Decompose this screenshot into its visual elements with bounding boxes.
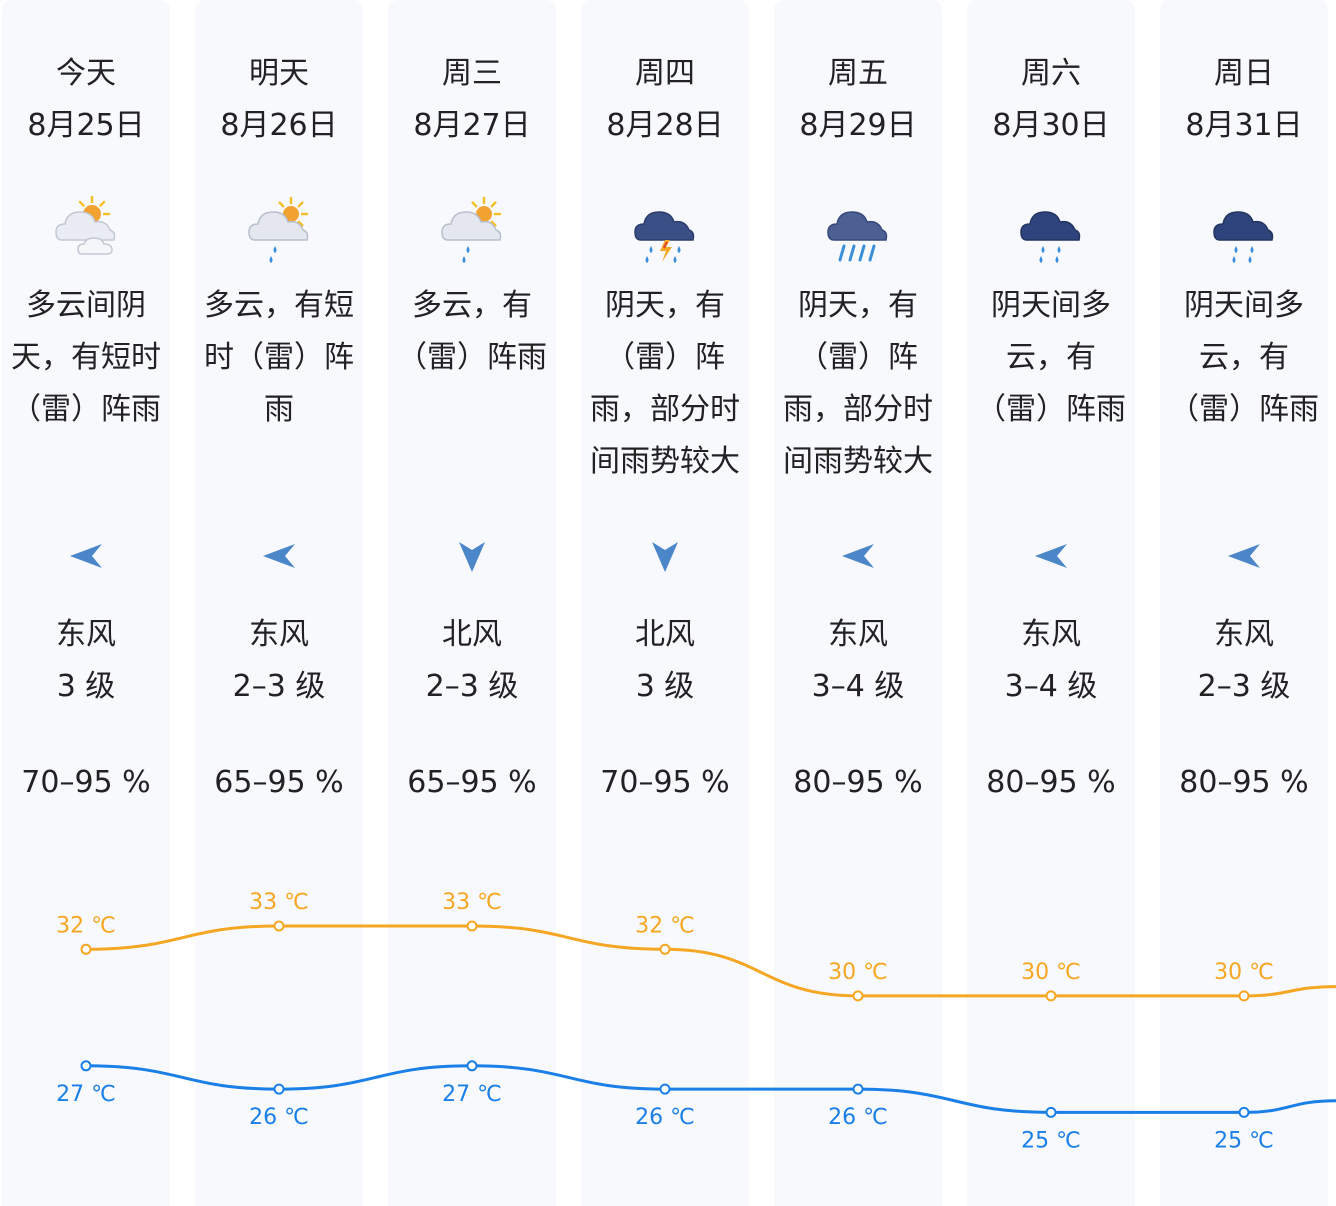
day-column: 明天 8月26日多云，有短时（雷）阵雨东风 2–3 级 65–95 %: [195, 0, 363, 1206]
weather-description: 多云间阴天，有短时 （雷）阵雨: [0, 280, 176, 436]
weather-description-line: 雨，部分时: [783, 392, 933, 427]
arrow-left-icon: [259, 536, 299, 576]
wind-level: 3–4 级: [811, 669, 905, 704]
weather-description-line: （雷）阵雨: [11, 392, 161, 427]
day-column: 周六 8月30日阴天间多云，有 （雷）阵雨东风 3–4 级 80–95 %: [967, 0, 1135, 1206]
arrow-down-icon: [452, 536, 492, 576]
day-name: 周三: [442, 56, 502, 91]
humidity: 70–95 %: [21, 765, 151, 800]
day-date: 8月30日: [992, 108, 1110, 143]
day-column: 周五 8月29日阴天，有 （雷）阵雨，部分时间雨势较大东风 3–4 级 80–95 %: [774, 0, 942, 1206]
weather-description-line: 云，有: [1006, 340, 1096, 375]
weather-description-line: 阴天，有: [605, 288, 725, 323]
weather-description-line: 时（雷）阵: [204, 340, 354, 375]
wind-direction: 北风: [442, 617, 502, 652]
weather-description-line: 多云间阴: [26, 288, 146, 323]
day-column: 周日 8月31日阴天间多云，有 （雷）阵雨东风 2–3 级 80–95 %: [1160, 0, 1328, 1206]
weather-description-line: （雷）阵雨: [397, 340, 547, 375]
weather-description-line: 阴天，有: [798, 288, 918, 323]
weather-description-line: 多云，有: [412, 288, 532, 323]
day-date: 8月28日: [606, 108, 724, 143]
thunderstorm-icon: [627, 196, 703, 266]
humidity: 65–95 %: [214, 765, 344, 800]
humidity: 80–95 %: [1179, 765, 1309, 800]
weather-description-line: 雨: [264, 392, 294, 427]
weather-description: 阴天间多云，有 （雷）阵雨: [961, 280, 1141, 436]
weather-description: 阴天，有 （雷）阵雨，部分时间雨势较大: [575, 280, 755, 488]
day-date: 8月27日: [413, 108, 531, 143]
weather-description-line: 雨，部分时: [590, 392, 740, 427]
wind-direction: 东风: [828, 617, 888, 652]
day-column: 今天 8月25日多云间阴天，有短时 （雷）阵雨东风 3 级 70–95 %: [2, 0, 170, 1206]
wind-direction: 东风: [1214, 617, 1274, 652]
weather-description-line: （雷）阵: [798, 340, 918, 375]
day-name: 周日: [1214, 56, 1274, 91]
day-column: 周四 8月28日阴天，有 （雷）阵雨，部分时间雨势较大北风 3 级 70–95 %: [581, 0, 749, 1206]
arrow-left-icon: [1031, 536, 1071, 576]
weather-description-line: （雷）阵雨: [976, 392, 1126, 427]
dark-cloud-rain-icon: [1013, 196, 1089, 266]
day-name: 周四: [635, 56, 695, 91]
weather-description-line: （雷）阵: [605, 340, 725, 375]
wind-level: 2–3 级: [1197, 669, 1291, 704]
sun-cloud-rain-icon: [241, 196, 317, 266]
arrow-left-icon: [1224, 536, 1264, 576]
humidity: 70–95 %: [600, 765, 730, 800]
humidity: 80–95 %: [793, 765, 923, 800]
weather-description-line: 阴天间多: [991, 288, 1111, 323]
wind-direction: 东风: [1021, 617, 1081, 652]
weather-description-line: 云，有: [1199, 340, 1289, 375]
day-column: 周三 8月27日多云，有 （雷）阵雨北风 2–3 级 65–95 %: [388, 0, 556, 1206]
weather-description-line: 间雨势较大: [590, 444, 740, 479]
arrow-down-icon: [645, 536, 685, 576]
day-name: 周六: [1021, 56, 1081, 91]
dark-cloud-rain-icon: [1206, 196, 1282, 266]
wind-direction: 东风: [249, 617, 309, 652]
day-name: 周五: [828, 56, 888, 91]
day-date: 8月26日: [220, 108, 338, 143]
weather-description: 多云，有 （雷）阵雨: [382, 280, 562, 384]
wind-level: 3 级: [56, 669, 116, 704]
day-date: 8月31日: [1185, 108, 1303, 143]
heavy-rain-icon: [820, 196, 896, 266]
wind-direction: 东风: [56, 617, 116, 652]
humidity: 80–95 %: [986, 765, 1116, 800]
day-date: 8月29日: [799, 108, 917, 143]
wind-level: 2–3 级: [232, 669, 326, 704]
weather-description: 阴天间多云，有 （雷）阵雨: [1154, 280, 1334, 436]
weather-description-line: 天，有短时: [11, 340, 161, 375]
weather-description-line: 阴天间多: [1184, 288, 1304, 323]
weather-description-line: 间雨势较大: [783, 444, 933, 479]
day-name: 明天: [249, 56, 309, 91]
wind-direction: 北风: [635, 617, 695, 652]
sun-cloud-rain-icon: [434, 196, 510, 266]
day-name: 今天: [56, 56, 116, 91]
wind-level: 3 级: [635, 669, 695, 704]
weather-description-line: 多云，有短: [204, 288, 354, 323]
weather-description: 阴天，有 （雷）阵雨，部分时间雨势较大: [768, 280, 948, 488]
day-date: 8月25日: [27, 108, 145, 143]
wind-level: 3–4 级: [1004, 669, 1098, 704]
weather-description: 多云，有短时（雷）阵雨: [189, 280, 369, 436]
arrow-left-icon: [66, 536, 106, 576]
arrow-left-icon: [838, 536, 878, 576]
weather-description-line: （雷）阵雨: [1169, 392, 1319, 427]
wind-level: 2–3 级: [425, 669, 519, 704]
partly-cloudy-sun-icon: [48, 195, 124, 266]
humidity: 65–95 %: [407, 765, 537, 800]
